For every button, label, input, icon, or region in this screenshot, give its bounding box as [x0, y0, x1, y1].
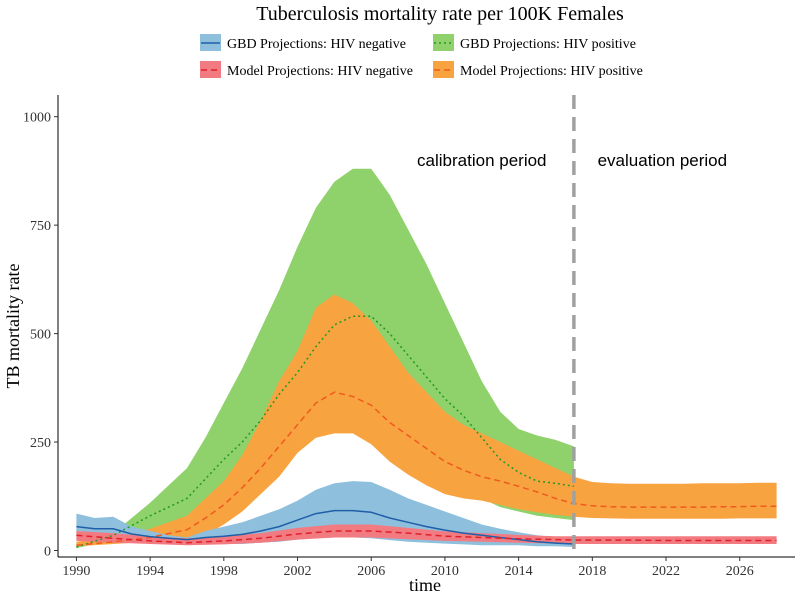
legend-swatch	[433, 34, 454, 51]
annotations: calibration period evaluation period	[417, 151, 727, 170]
legend-item: GBD Projections: HIV negative	[200, 34, 406, 52]
x-tick-label: 2018	[578, 564, 606, 579]
x-axis-ticks: 1990 1994 1998 2002 2006 2010 2014 2018 2022 2026	[62, 557, 754, 579]
line-model-projections-hiv-negative	[76, 530, 777, 544]
x-tick-label: 1990	[62, 564, 90, 579]
series-lines	[76, 315, 777, 548]
plot-area: calibration period evaluation period	[76, 95, 777, 557]
x-tick-label: 2022	[652, 564, 680, 579]
x-tick-label: 1998	[210, 564, 238, 579]
legend-label: GBD Projections: HIV negative	[227, 37, 406, 52]
band-model-projections-hiv-positive	[76, 294, 777, 547]
y-tick-label: 250	[30, 436, 51, 451]
legend-label: Model Projections: HIV negative	[227, 64, 413, 79]
legend-swatch	[200, 61, 221, 78]
y-tick-label: 0	[44, 544, 51, 559]
legend: GBD Projections: HIV negative GBD Project…	[200, 34, 643, 79]
x-tick-label: 2026	[726, 564, 754, 579]
x-tick-label: 2014	[505, 564, 533, 579]
y-tick-label: 500	[30, 328, 51, 343]
line-gbd-projections-hiv-negative	[76, 509, 574, 545]
legend-item: Model Projections: HIV positive	[433, 61, 643, 79]
legend-swatch	[433, 61, 454, 78]
x-tick-label: 2002	[284, 564, 312, 579]
x-tick-label: 2010	[431, 564, 459, 579]
annotation-evaluation-period: evaluation period	[598, 151, 727, 170]
chart-title: Tuberculosis mortality rate per 100K Fem…	[256, 3, 624, 25]
y-tick-label: 1000	[23, 111, 51, 126]
y-tick-label: 750	[30, 219, 51, 234]
y-axis-ticks: 0 250 500 750 1000	[23, 111, 58, 559]
y-axis-title: TB mortality rate	[3, 264, 23, 389]
annotation-calibration-period: calibration period	[417, 151, 546, 170]
x-tick-label: 2006	[357, 564, 385, 579]
legend-item: GBD Projections: HIV positive	[433, 34, 636, 52]
legend-label: Model Projections: HIV positive	[460, 64, 643, 79]
x-axis-title: time	[409, 575, 441, 595]
axes: 1990 1994 1998 2002 2006 2010 2014 2018 2022 2026…	[23, 95, 795, 579]
legend-label: GBD Projections: HIV positive	[460, 37, 636, 52]
legend-item: Model Projections: HIV negative	[200, 61, 413, 79]
confidence-bands	[76, 168, 777, 549]
line-gbd-projections-hiv-positive	[76, 315, 575, 548]
x-tick-label: 1994	[136, 564, 164, 579]
